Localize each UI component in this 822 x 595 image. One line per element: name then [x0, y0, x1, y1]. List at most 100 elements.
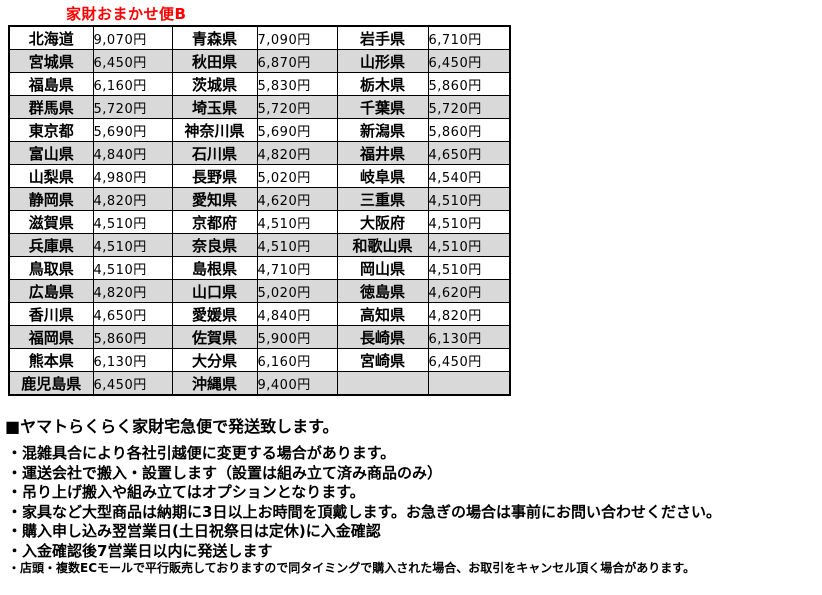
note-line: ・入金確認後7営業日以内に発送します: [7, 541, 273, 560]
prefecture-cell: 沖縄県: [171, 371, 258, 396]
price-cell: 4,820円: [92, 279, 173, 303]
table-row: 熊本県 6,130円 大分県 6,160円 宮崎県 6,450円: [8, 348, 511, 372]
price-cell: 4,820円: [92, 187, 173, 211]
price-cell: 6,450円: [427, 49, 511, 73]
price-cell: 4,840円: [92, 141, 173, 165]
table-row: 兵庫県 4,510円 奈良県 4,510円 和歌山県 4,510円: [8, 233, 511, 257]
price-cell: 5,720円: [256, 95, 338, 119]
prefecture-cell: 高知県: [336, 302, 429, 326]
prefecture-cell: 島根県: [171, 256, 258, 280]
prefecture-cell: 埼玉県: [171, 95, 258, 119]
price-cell: [427, 371, 511, 396]
prefecture-cell: 秋田県: [171, 49, 258, 73]
prefecture-cell: 岩手県: [336, 25, 429, 50]
price-cell: 5,860円: [427, 118, 511, 142]
price-cell: 5,860円: [92, 325, 173, 349]
price-cell: 4,510円: [256, 233, 338, 257]
price-cell: 5,900円: [256, 325, 338, 349]
price-cell: 4,820円: [256, 141, 338, 165]
table-row: 鳥取県 4,510円 島根県 4,710円 岡山県 4,510円: [8, 256, 511, 280]
price-cell: 4,840円: [256, 302, 338, 326]
prefecture-cell: 奈良県: [171, 233, 258, 257]
note-line: ・混雑具合により各社引越便に変更する場合があります。: [7, 444, 396, 462]
price-cell: 6,160円: [256, 348, 338, 372]
price-cell: 6,450円: [92, 49, 173, 73]
prefecture-cell: 岡山県: [336, 256, 429, 280]
prefecture-cell: 福島県: [8, 72, 94, 96]
prefecture-cell: [336, 371, 429, 396]
table-row: 北海道 9,070円 青森県 7,090円 岩手県 6,710円: [8, 25, 511, 50]
note-line: ・吊り上げ搬入や組み立てはオプションとなります。: [7, 483, 365, 501]
table-row: 群馬県 5,720円 埼玉県 5,720円 千葉県 5,720円: [8, 95, 511, 119]
price-cell: 4,980円: [92, 164, 173, 188]
prefecture-cell: 福井県: [336, 141, 429, 165]
price-cell: 4,820円: [427, 302, 511, 326]
price-cell: 5,690円: [256, 118, 338, 142]
prefecture-cell: 千葉県: [336, 95, 429, 119]
prefecture-cell: 山梨県: [8, 164, 94, 188]
price-cell: 4,650円: [92, 302, 173, 326]
prefecture-cell: 山口県: [171, 279, 258, 303]
prefecture-cell: 長崎県: [336, 325, 429, 349]
price-cell: 4,510円: [427, 256, 511, 280]
table-row: 鹿児島県 6,450円 沖縄県 9,400円: [8, 371, 511, 396]
table-row: 宮城県 6,450円 秋田県 6,870円 山形県 6,450円: [8, 49, 511, 73]
prefecture-cell: 佐賀県: [171, 325, 258, 349]
note-line: ・家具など大型商品は納期に3日以上お時間を頂戴します。お急ぎの場合は事前にお問い…: [7, 502, 721, 521]
prefecture-cell: 富山県: [8, 141, 94, 165]
prefecture-cell: 長野県: [171, 164, 258, 188]
table-row: 富山県 4,840円 石川県 4,820円 福井県 4,650円: [8, 141, 511, 165]
prefecture-cell: 神奈川県: [171, 118, 258, 142]
table-row: 福岡県 5,860円 佐賀県 5,900円 長崎県 6,130円: [8, 325, 511, 349]
prefecture-cell: 栃木県: [336, 72, 429, 96]
table-row: 香川県 4,650円 愛媛県 4,840円 高知県 4,820円: [8, 302, 511, 326]
table-row: 滋賀県 4,510円 京都府 4,510円 大阪府 4,510円: [8, 210, 511, 234]
prefecture-cell: 北海道: [8, 25, 94, 50]
price-cell: 6,870円: [256, 49, 338, 73]
prefecture-cell: 広島県: [8, 279, 94, 303]
price-cell: 4,620円: [256, 187, 338, 211]
prefecture-cell: 愛媛県: [171, 302, 258, 326]
table-row: 静岡県 4,820円 愛知県 4,620円 三重県 4,510円: [8, 187, 511, 211]
prefecture-cell: 青森県: [171, 25, 258, 50]
price-cell: 4,540円: [427, 164, 511, 188]
price-cell: 4,510円: [92, 233, 173, 257]
price-cell: 4,620円: [427, 279, 511, 303]
prefecture-cell: 茨城県: [171, 72, 258, 96]
price-cell: 5,690円: [92, 118, 173, 142]
prefecture-cell: 鹿児島県: [8, 371, 94, 396]
prefecture-cell: 群馬県: [8, 95, 94, 119]
prefecture-cell: 静岡県: [8, 187, 94, 211]
prefecture-cell: 三重県: [336, 187, 429, 211]
prefecture-cell: 新潟県: [336, 118, 429, 142]
shipping-notes-list: ・混雑具合により各社引越便に変更する場合があります。 ・運送会社で搬入・設置します…: [7, 444, 721, 561]
prefecture-cell: 和歌山県: [336, 233, 429, 257]
price-cell: 9,400円: [256, 371, 338, 396]
shipping-fee-table: 北海道 9,070円 青森県 7,090円 岩手県 6,710円 宮城県 6,450円 秋田県 6…: [8, 25, 511, 396]
prefecture-cell: 東京都: [8, 118, 94, 142]
price-cell: 4,510円: [92, 210, 173, 234]
price-cell: 4,510円: [427, 233, 511, 257]
price-cell: 4,510円: [92, 256, 173, 280]
price-cell: 6,710円: [427, 25, 511, 50]
prefecture-cell: 宮城県: [8, 49, 94, 73]
prefecture-cell: 京都府: [171, 210, 258, 234]
table-title: 家財おまかせ便B: [66, 5, 187, 23]
price-cell: 4,710円: [256, 256, 338, 280]
price-cell: 5,720円: [92, 95, 173, 119]
table-row: 山梨県 4,980円 長野県 5,020円 岐阜県 4,540円: [8, 164, 511, 188]
prefecture-cell: 兵庫県: [8, 233, 94, 257]
prefecture-cell: 石川県: [171, 141, 258, 165]
price-cell: 6,130円: [92, 348, 173, 372]
price-cell: 5,020円: [256, 164, 338, 188]
note-line: ・運送会社で搬入・設置します（設置は組み立て済み商品のみ）: [7, 463, 443, 482]
prefecture-cell: 宮崎県: [336, 348, 429, 372]
price-cell: 5,720円: [427, 95, 511, 119]
prefecture-cell: 徳島県: [336, 279, 429, 303]
price-cell: 7,090円: [256, 25, 338, 50]
note-line: ・購入申し込み翌営業日(土日祝祭日は定休)に入金確認: [7, 522, 381, 540]
price-cell: 5,020円: [256, 279, 338, 303]
price-cell: 5,860円: [427, 72, 511, 96]
price-cell: 9,070円: [92, 25, 173, 50]
table-row: 東京都 5,690円 神奈川県 5,690円 新潟県 5,860円: [8, 118, 511, 142]
